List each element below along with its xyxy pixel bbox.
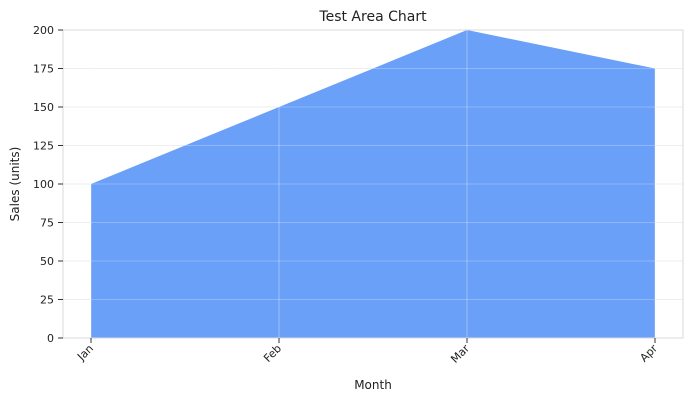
series-area [91,30,655,338]
x-tick-label-jan: Jan [74,342,96,364]
x-axis-label: Month [354,378,392,392]
x-tick-label-apr: Apr [637,342,660,365]
y-tick-label: 25 [40,294,54,307]
y-tick-label: 100 [33,178,54,191]
y-tick-label: 0 [47,332,54,345]
y-axis: 0 25 50 75 100 125 150 175 200 [33,24,63,345]
x-axis: Jan Feb Mar Apr [74,338,660,366]
y-tick-label: 175 [33,63,54,76]
x-tick-label-feb: Feb [261,342,284,365]
y-tick-label: 150 [33,101,54,114]
y-axis-label: Sales (units) [8,147,22,222]
y-tick-label: 50 [40,255,54,268]
x-tick-label-mar: Mar [448,342,472,366]
chart-title: Test Area Chart [318,9,427,25]
vertical-grid [63,30,683,338]
y-tick-label: 200 [33,24,54,37]
y-tick-label: 75 [40,217,54,230]
series-area-fill [91,30,655,338]
y-tick-label: 125 [33,140,54,153]
